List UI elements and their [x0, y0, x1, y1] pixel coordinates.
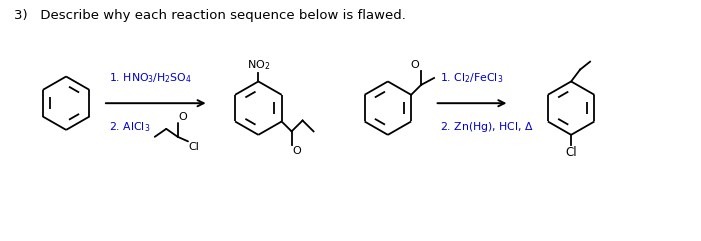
Text: 1. HNO$_3$/H$_2$SO$_4$: 1. HNO$_3$/H$_2$SO$_4$	[109, 72, 191, 85]
Text: Cl: Cl	[188, 142, 199, 152]
Text: 2. AlCl$_3$: 2. AlCl$_3$	[109, 120, 150, 134]
Text: 1. Cl$_2$/FeCl$_3$: 1. Cl$_2$/FeCl$_3$	[440, 72, 503, 85]
Text: O: O	[410, 60, 419, 70]
Text: O: O	[178, 113, 187, 122]
Text: 2. Zn(Hg), HCl, $\Delta$: 2. Zn(Hg), HCl, $\Delta$	[440, 120, 533, 134]
Text: NO$_2$: NO$_2$	[247, 58, 270, 72]
Text: 3)   Describe why each reaction sequence below is flawed.: 3) Describe why each reaction sequence b…	[14, 9, 406, 22]
Text: O: O	[292, 146, 301, 156]
Text: Cl: Cl	[565, 146, 577, 159]
